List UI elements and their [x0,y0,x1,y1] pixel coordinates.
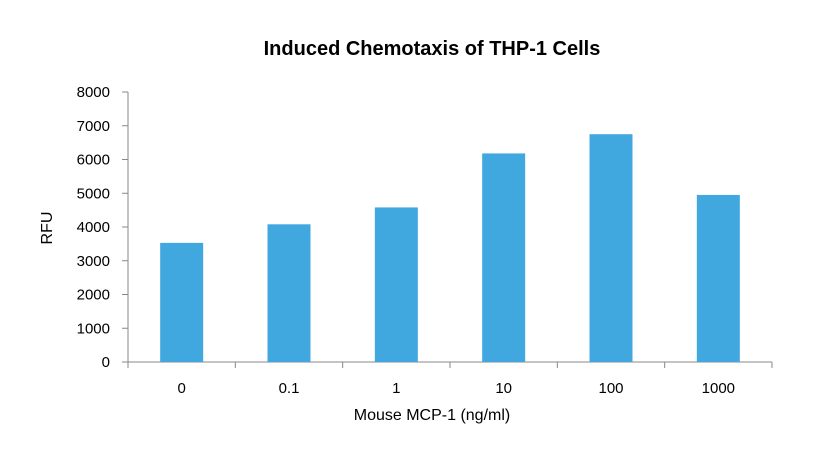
chart-title: Induced Chemotaxis of THP-1 Cells [264,38,601,60]
y-tick-label: 0 [102,354,110,371]
y-tick-label: 8000 [77,84,110,101]
y-axis-label: RFU [39,212,56,245]
bars [160,134,740,362]
y-tick-label: 1000 [77,320,110,337]
bar-2 [374,207,418,362]
y-tick-label: 4000 [77,219,110,236]
y-axis [122,91,129,363]
x-tick-label: 0 [177,380,185,397]
y-tick-label: 7000 [77,118,110,135]
y-tick-label: 6000 [77,152,110,169]
x-axis [127,361,773,368]
x-tick-label: 1000 [702,380,735,397]
bar-5 [696,194,740,362]
y-tick-label: 5000 [77,185,110,202]
x-axis-label: Mouse MCP-1 (ng/ml) [354,407,510,424]
bar-1 [267,224,311,362]
x-tick-label: 1 [392,380,400,397]
bar-0 [160,242,204,362]
y-tick-labels: 0 1000 2000 3000 4000 5000 6000 7000 8000 [77,84,110,371]
x-tick-labels: 0 0.1 1 10 100 1000 [177,380,735,397]
bar-3 [482,153,526,362]
bar-4 [589,134,633,362]
x-tick-label: 100 [598,380,623,397]
x-tick-label: 0.1 [279,380,300,397]
y-tick-label: 3000 [77,253,110,270]
x-tick-label: 10 [495,380,512,397]
y-tick-label: 2000 [77,287,110,304]
